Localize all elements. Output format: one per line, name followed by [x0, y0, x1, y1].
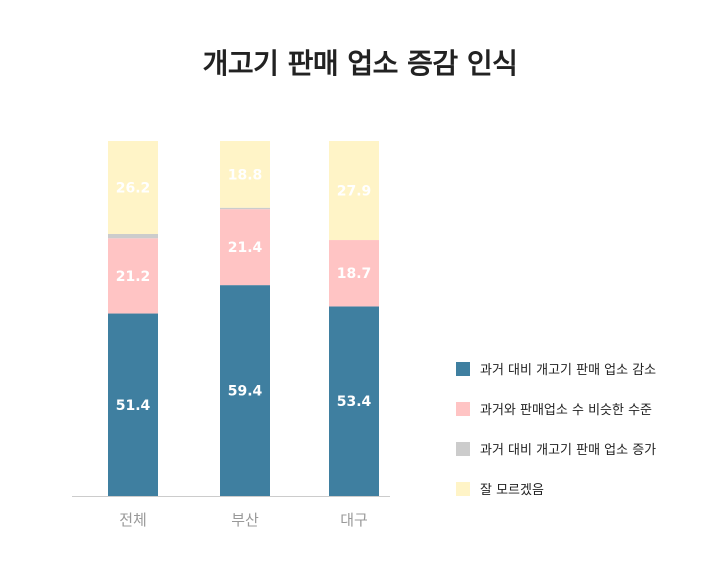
category-label: 부산	[231, 511, 259, 529]
bar-segment	[220, 141, 270, 208]
bar-segment	[220, 209, 270, 286]
bar-segment	[220, 207, 270, 210]
data-label: 27.9	[337, 184, 372, 200]
legend-label: 잘 모르겠음	[480, 483, 544, 498]
bar-segment	[329, 240, 379, 307]
data-label: 51.4	[116, 398, 151, 414]
bar-segment	[329, 141, 379, 241]
bar-segment	[220, 285, 270, 496]
data-label: 21.4	[228, 240, 263, 256]
bar-segment	[108, 234, 158, 239]
data-label: 26.2	[116, 181, 151, 197]
legend-label: 과거 대비 개고기 판매 업소 감소	[480, 363, 656, 378]
legend-label: 과거 대비 개고기 판매 업소 증가	[480, 443, 656, 458]
data-label: 53.4	[337, 394, 372, 410]
data-label: 21.2	[116, 269, 151, 285]
category-label: 전체	[119, 511, 147, 529]
legend-swatch	[456, 482, 470, 496]
bar-segment	[329, 306, 379, 496]
legend-swatch	[456, 402, 470, 416]
data-label: 18.8	[228, 167, 263, 183]
legend-label: 과거와 판매업소 수 비슷한 수준	[480, 403, 652, 418]
chart-title: 개고기 판매 업소 증감 인식	[202, 47, 518, 80]
bar-segment	[108, 238, 158, 314]
bars-group	[72, 141, 390, 497]
labels-group: 51.4 21.2 26.2 전체 59.4 21.4 18.8 부산 53.4 18.7 27.9…	[116, 167, 372, 529]
legend-swatch	[456, 362, 470, 376]
data-label: 18.7	[337, 266, 372, 282]
category-label: 대구	[340, 511, 368, 529]
data-label: 59.4	[228, 384, 263, 400]
bar-segment	[108, 141, 158, 235]
legend-swatch	[456, 442, 470, 456]
bar-segment	[108, 313, 158, 496]
